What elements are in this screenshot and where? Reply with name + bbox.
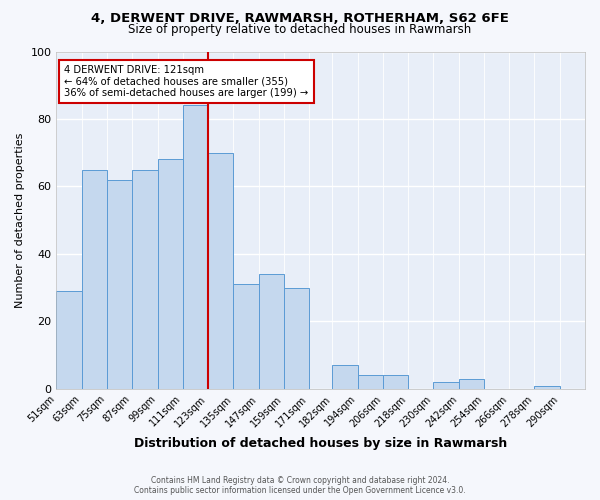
Bar (358, 376, 383, 389)
X-axis label: Distribution of detached houses by size in Rawmarsh: Distribution of detached houses by size … (134, 437, 508, 450)
Bar (535, 386, 560, 389)
Y-axis label: Number of detached properties: Number of detached properties (15, 132, 25, 308)
Text: 4, DERWENT DRIVE, RAWMARSH, ROTHERHAM, S62 6FE: 4, DERWENT DRIVE, RAWMARSH, ROTHERHAM, S… (91, 12, 509, 26)
Bar (82, 170, 107, 389)
Bar (332, 366, 358, 389)
Text: Size of property relative to detached houses in Rawmarsh: Size of property relative to detached ho… (128, 22, 472, 36)
Bar (259, 274, 284, 389)
Bar (158, 160, 183, 389)
Bar (132, 170, 158, 389)
Bar (433, 382, 458, 389)
Bar (233, 284, 259, 389)
Bar (56, 291, 82, 389)
Bar (208, 152, 233, 389)
Bar (183, 106, 208, 389)
Bar (284, 288, 309, 389)
Bar (458, 379, 484, 389)
Text: Contains HM Land Registry data © Crown copyright and database right 2024.
Contai: Contains HM Land Registry data © Crown c… (134, 476, 466, 495)
Bar (107, 180, 132, 389)
Bar (383, 376, 408, 389)
Text: 4 DERWENT DRIVE: 121sqm
← 64% of detached houses are smaller (355)
36% of semi-d: 4 DERWENT DRIVE: 121sqm ← 64% of detache… (64, 65, 308, 98)
